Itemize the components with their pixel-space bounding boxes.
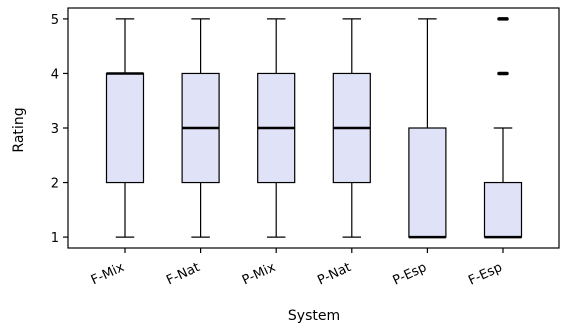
x-tick-label: F-Esp bbox=[466, 260, 504, 289]
x-tick-label: F-Mix bbox=[89, 260, 127, 288]
y-tick-label: 3 bbox=[51, 122, 59, 137]
y-tick-label: 2 bbox=[51, 177, 59, 192]
box-f-nat bbox=[181, 18, 220, 238]
y-axis: 1 2 3 4 5 bbox=[51, 13, 68, 246]
iqr-box bbox=[483, 181, 523, 238]
box-p-esp bbox=[408, 18, 447, 239]
x-tick-label: P-Esp bbox=[391, 260, 429, 289]
y-tick-label: 1 bbox=[51, 231, 59, 246]
iqr-box bbox=[105, 72, 145, 184]
box-f-mix bbox=[105, 18, 145, 238]
box-p-mix bbox=[257, 18, 296, 238]
x-axis: F-Mix F-Nat P-Mix P-Nat P-Esp F-Esp bbox=[89, 248, 505, 289]
y-tick-label: 4 bbox=[51, 67, 59, 82]
x-tick-label: F-Nat bbox=[164, 260, 202, 288]
plot-area bbox=[67, 7, 560, 249]
box-f-esp bbox=[483, 17, 523, 239]
x-tick-label: P-Mix bbox=[240, 260, 278, 288]
box-p-nat bbox=[332, 18, 371, 238]
x-tick-label: P-Nat bbox=[315, 260, 353, 288]
y-tick-label: 5 bbox=[51, 13, 59, 28]
iqr-box bbox=[408, 127, 447, 238]
y-axis-title: Rating bbox=[11, 107, 27, 152]
x-axis-title: System bbox=[288, 308, 340, 324]
